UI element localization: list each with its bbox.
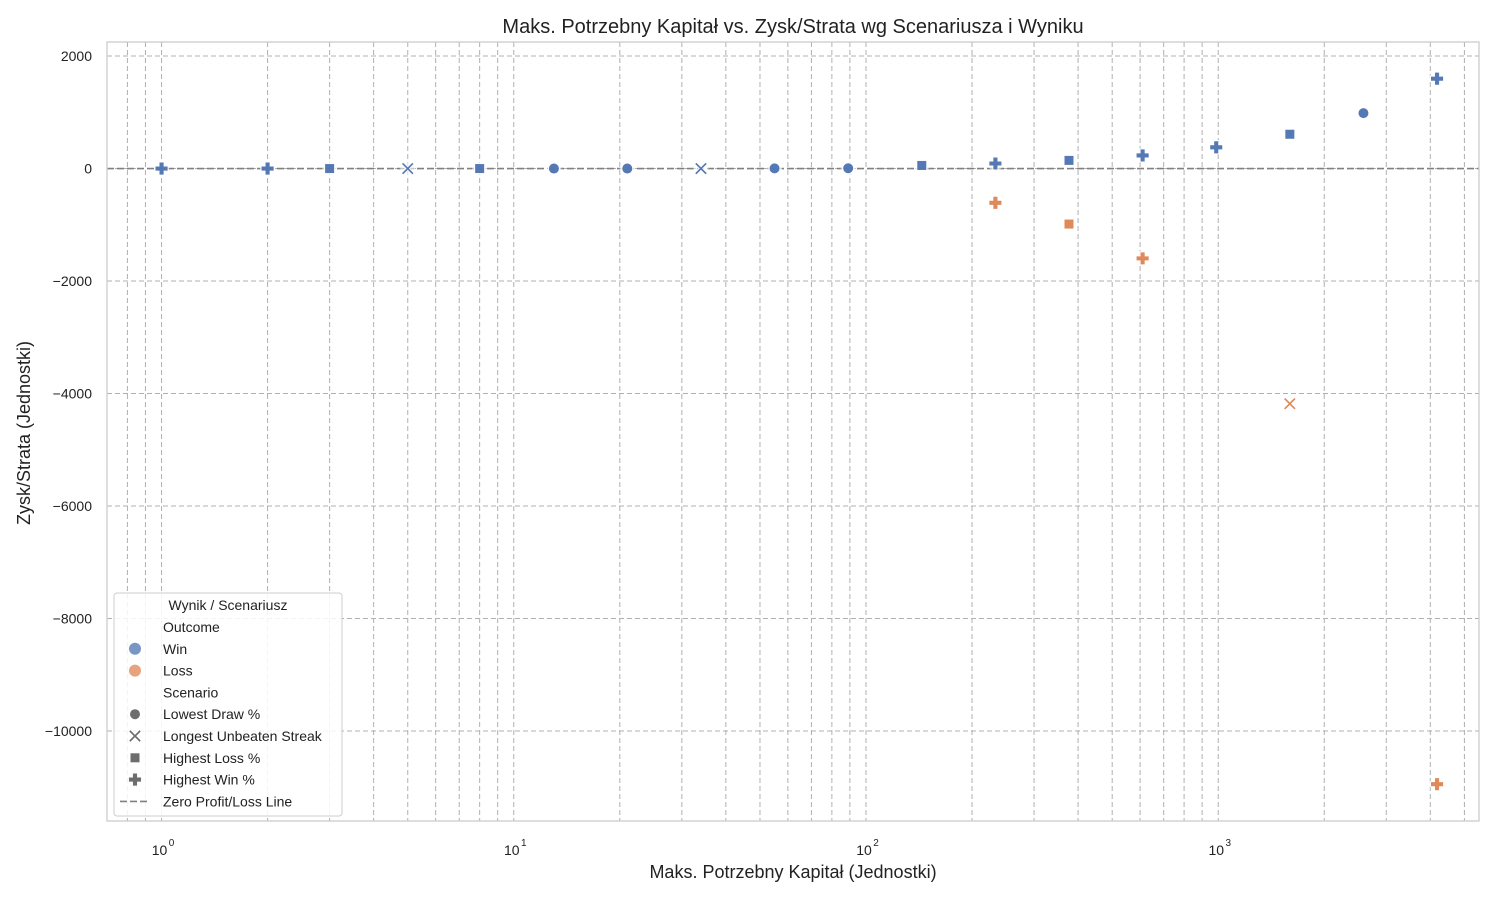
marker-shape xyxy=(988,156,1003,171)
marker-shape xyxy=(324,163,336,175)
data-point-win xyxy=(1063,154,1075,166)
data-point-win xyxy=(474,163,486,175)
data-point-loss xyxy=(1063,218,1075,230)
data-point-win xyxy=(916,159,928,171)
marker-shape xyxy=(768,162,781,175)
marker-shape xyxy=(1284,128,1296,140)
plot-frame xyxy=(106,41,1480,822)
data-point-loss xyxy=(1430,777,1445,792)
marker-shape xyxy=(1135,148,1150,163)
marker-shape xyxy=(621,162,634,175)
data-point-win xyxy=(1135,148,1150,163)
legend-marker-square xyxy=(129,752,141,764)
marker-shape xyxy=(916,159,928,171)
data-point-win xyxy=(768,162,781,175)
data-point-win xyxy=(1209,140,1224,155)
marker-shape xyxy=(128,772,142,787)
chart-title: Maks. Potrzebny Kapitał vs. Zysk/Strata … xyxy=(502,16,1083,38)
y-tick-label: 2000 xyxy=(61,48,92,64)
data-points xyxy=(154,71,1445,792)
data-point-win xyxy=(547,162,560,175)
x-tick-exponent: 1 xyxy=(521,838,527,849)
legend-entry-label: Outcome xyxy=(163,619,220,635)
x-tick-exponent: 2 xyxy=(873,838,879,849)
x-tick-label: 10 xyxy=(504,842,520,858)
data-point-win xyxy=(260,161,275,176)
legend-color-swatch xyxy=(129,642,141,655)
y-tick-label: −8000 xyxy=(53,611,93,627)
y-tick-label: −10000 xyxy=(45,723,92,739)
legend-entry-label: Highest Loss % xyxy=(163,750,260,766)
legend-box xyxy=(113,592,343,817)
data-point-loss xyxy=(1282,396,1297,411)
legend-entry-label: Loss xyxy=(163,663,193,679)
data-point-win xyxy=(400,161,415,176)
marker-shape xyxy=(127,728,143,744)
marker-shape xyxy=(154,161,169,176)
y-tick-label: −6000 xyxy=(53,498,93,514)
marker-shape xyxy=(260,161,275,176)
marker-shape xyxy=(1282,396,1297,411)
data-point-win xyxy=(1357,107,1370,120)
data-point-win xyxy=(693,161,709,176)
data-point-win xyxy=(324,163,336,175)
marker-shape xyxy=(1357,107,1370,120)
legend-marker-x xyxy=(127,728,143,744)
legend-color-swatch xyxy=(129,664,141,677)
data-point-win xyxy=(154,161,169,176)
legend-entry-label: Zero Profit/Loss Line xyxy=(163,793,292,809)
legend-title: Wynik / Scenariusz xyxy=(169,597,288,613)
data-point-win xyxy=(621,162,634,175)
legend-entry-label: Longest Unbeaten Streak xyxy=(163,728,323,744)
legend-marker-circle xyxy=(129,708,141,721)
legend-entry-label: Highest Win % xyxy=(163,772,255,788)
data-point-loss xyxy=(1135,251,1150,266)
marker-shape xyxy=(1209,140,1224,155)
x-tick-label: 10 xyxy=(1208,842,1224,858)
marker-shape xyxy=(1063,218,1075,230)
marker-shape xyxy=(129,752,141,764)
legend-marker-plus xyxy=(128,772,142,787)
y-tick-label: 0 xyxy=(84,161,92,177)
x-tick-exponent: 0 xyxy=(169,838,175,849)
y-tick-label: −2000 xyxy=(53,273,93,289)
legend: Wynik / Scenariusz Outcome Win Loss Scenario… xyxy=(113,592,343,817)
data-point-win xyxy=(1430,71,1445,86)
marker-shape xyxy=(1063,154,1075,166)
marker-shape xyxy=(400,161,415,176)
marker-shape xyxy=(988,195,1003,210)
data-point-win xyxy=(842,162,855,175)
marker-shape xyxy=(693,161,709,176)
legend-entry-label: Lowest Draw % xyxy=(163,706,260,722)
marker-shape xyxy=(129,708,141,721)
data-point-win xyxy=(988,156,1003,171)
marker-shape xyxy=(1430,777,1445,792)
legend-entry-label: Scenario xyxy=(163,684,218,700)
x-tick-label: 10 xyxy=(856,842,872,858)
x-axis-label: Maks. Potrzebny Kapitał (Jednostki) xyxy=(649,862,936,882)
marker-shape xyxy=(547,162,560,175)
y-axis-label: Zysk/Strata (Jednostki) xyxy=(14,341,34,525)
marker-shape xyxy=(1430,71,1445,86)
x-tick-exponent: 3 xyxy=(1225,838,1231,849)
x-tick-label: 10 xyxy=(152,842,168,858)
data-point-loss xyxy=(988,195,1003,210)
data-point-win xyxy=(1284,128,1296,140)
marker-shape xyxy=(842,162,855,175)
y-tick-label: −4000 xyxy=(53,386,93,402)
legend-entry-label: Win xyxy=(163,641,187,657)
marker-shape xyxy=(1135,251,1150,266)
marker-shape xyxy=(474,163,486,175)
